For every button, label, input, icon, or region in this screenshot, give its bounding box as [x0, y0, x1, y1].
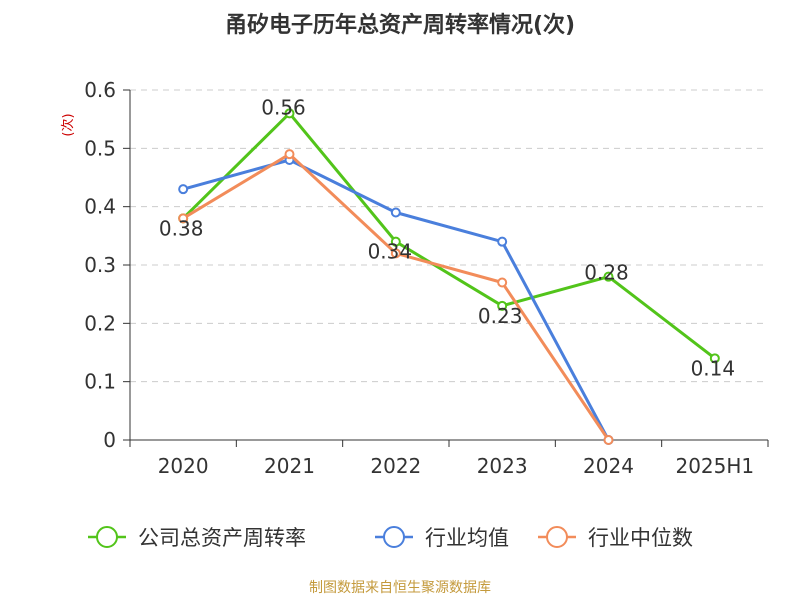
data-point	[390, 236, 401, 247]
legend-swatch-marker	[546, 526, 568, 548]
legend-label: 公司总资产周转率	[138, 526, 306, 550]
y-tick-label: 0.3	[84, 253, 116, 277]
data-point	[497, 236, 508, 247]
legend: 公司总资产周转率 行业均值 行业中位数	[88, 526, 693, 550]
data-label-layer: 0.38 0.56 0.34 0.23 0.28 0.14	[159, 95, 735, 380]
x-tick-label: 2024	[583, 454, 634, 478]
grid-layer	[130, 89, 768, 383]
data-label: 0.56	[261, 95, 306, 119]
data-point	[284, 108, 295, 119]
legend-label: 行业中位数	[588, 526, 693, 550]
data-label: 0.38	[159, 216, 204, 240]
y-tick-label: 0.5	[84, 136, 116, 160]
data-point	[390, 207, 401, 218]
x-tick-label: 2025H1	[675, 454, 754, 478]
data-label: 0.28	[584, 261, 629, 285]
data-point	[603, 435, 614, 445]
series-line	[181, 152, 610, 442]
y-tick-label: 0.6	[84, 78, 116, 102]
y-tick-label: 0.2	[84, 311, 116, 335]
source-note: 制图数据来自恒生聚源数据库	[309, 580, 491, 596]
series-line	[181, 111, 717, 360]
data-point	[497, 300, 508, 311]
data-point	[497, 277, 508, 288]
data-label: 0.23	[478, 304, 523, 328]
legend-label: 行业均值	[425, 526, 509, 550]
data-point	[603, 271, 614, 282]
y-tick-label: 0.1	[84, 370, 116, 394]
data-label: 0.14	[691, 356, 736, 380]
x-tick-label: 2020	[158, 454, 209, 478]
data-point	[284, 149, 295, 160]
x-tick-label: 2021	[264, 454, 315, 478]
x-tick-label: 2022	[370, 454, 421, 478]
legend-swatch-marker	[383, 526, 405, 548]
data-point	[709, 353, 720, 364]
y-tick-label: 0	[103, 428, 116, 452]
data-label: 0.34	[368, 240, 413, 264]
x-tick-label: 2023	[477, 454, 528, 478]
axis-layer: 0 0.1 0.2 0.3 0.4 0.5 0.6 2020 2021 2022 2023 2024 2…	[84, 78, 769, 478]
series-line	[181, 158, 610, 442]
series-layer	[178, 108, 720, 445]
legend-swatch-marker	[96, 526, 118, 548]
y-axis-label: (次)	[60, 113, 76, 136]
y-tick-label: 0.4	[84, 195, 116, 219]
chart-title: 甬矽电子历年总资产周转率情况(次)	[225, 12, 575, 38]
data-point	[178, 184, 189, 195]
data-point	[178, 213, 189, 224]
data-point	[390, 248, 401, 259]
